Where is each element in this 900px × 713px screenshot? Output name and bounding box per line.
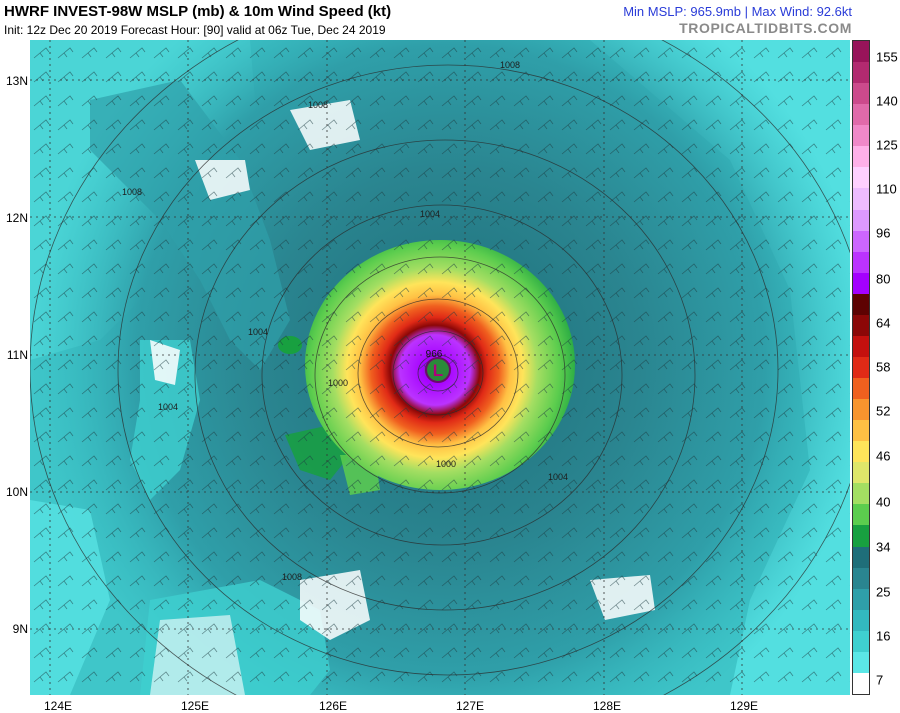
lat-label: 13N [5,74,28,88]
colorbar-label: 16 [876,628,891,644]
lon-label: 125E [180,699,210,713]
colorbar-swatch [853,272,869,294]
colorbar-label: 125 [876,137,898,153]
lon-label: 126E [318,699,348,713]
lon-label: 129E [729,699,759,713]
colorbar-swatch [853,293,869,315]
lat-label: 10N [5,485,28,499]
colorbar-swatch [853,146,869,168]
colorbar-label: 110 [876,181,897,197]
isobar-label: 1004 [158,402,178,412]
colorbar-swatch [853,41,869,63]
colorbar-swatch [853,672,869,694]
colorbar-swatch [853,504,869,526]
colorbar-swatch [853,483,869,505]
colorbar-label: 140 [876,93,898,109]
colorbar-swatch [853,420,869,442]
colorbar-swatch [853,62,869,84]
isobar-label: 1000 [328,378,348,388]
lat-label: 12N [5,211,28,225]
low-center-marker: L [433,361,443,380]
colorbar-swatch [853,609,869,631]
colorbar-label: 64 [876,315,891,331]
lat-label: 9N [12,622,28,636]
colorbar-swatch [853,314,869,336]
wind-speed-colorbar [852,40,870,695]
isobar-label: 1004 [548,472,568,482]
colorbar-swatch [853,356,869,378]
isobar-label: 1008 [282,572,302,582]
colorbar-label: 40 [876,494,891,510]
isobar-labels: 1008 1008 1008 1004 1004 1004 1000 1000 … [122,60,568,582]
lat-lon-grid [30,40,850,695]
brand-link[interactable]: TROPICALTIDBITS.COM [679,20,852,36]
colorbar-swatch [853,525,869,547]
isobar-label: 1008 [500,60,520,70]
colorbar-swatch [853,335,869,357]
colorbar-label: 7 [876,672,884,688]
storm-eye [425,357,451,383]
colorbar-swatch [853,651,869,673]
colorbar-swatch [853,546,869,568]
colorbar-swatch [853,83,869,105]
isobar-label: 1004 [248,327,268,337]
colorbar-label: 80 [876,271,891,287]
colorbar-swatch [853,230,869,252]
colorbar-label: 52 [876,403,891,419]
lat-label: 11N [6,348,28,362]
colorbar-label: 96 [876,225,891,241]
colorbar-label: 34 [876,539,891,555]
map-panel: 1008 1008 1008 1004 1004 1004 1000 1000 … [30,40,850,695]
isobar-label: 1004 [420,209,440,219]
colorbar-swatch [853,441,869,463]
colorbar-swatch [853,209,869,231]
chart-title: HWRF INVEST-98W MSLP (mb) & 10m Wind Spe… [4,3,392,20]
isobar-label: 1008 [122,187,142,197]
colorbar-swatch [853,588,869,610]
colorbar-label: 46 [876,448,891,464]
colorbar-label: 58 [876,359,891,375]
lon-label: 124E [43,699,73,713]
lon-label: 127E [455,699,485,713]
isobar-label: 1000 [436,459,456,469]
chart-subtitle: Init: 12z Dec 20 2019 Forecast Hour: [90… [4,23,386,37]
colorbar-swatch [853,567,869,589]
colorbar-swatch [853,378,869,400]
lon-label: 128E [592,699,622,713]
colorbar-swatch [853,188,869,210]
colorbar-swatch [853,167,869,189]
colorbar-label: 155 [876,49,898,65]
colorbar-swatch [853,399,869,421]
colorbar-swatch [853,251,869,273]
colorbar-swatch [853,630,869,652]
wind-field-map: 1008 1008 1008 1004 1004 1004 1000 1000 … [30,40,850,695]
center-pressure-label: 966 [426,349,443,360]
colorbar-swatch [853,462,869,484]
stats-readout: Min MSLP: 965.9mb | Max Wind: 92.6kt [623,4,852,19]
colorbar-swatch [853,125,869,147]
colorbar-swatch [853,104,869,126]
isobar-label: 1008 [308,100,328,110]
colorbar-label: 25 [876,584,891,600]
